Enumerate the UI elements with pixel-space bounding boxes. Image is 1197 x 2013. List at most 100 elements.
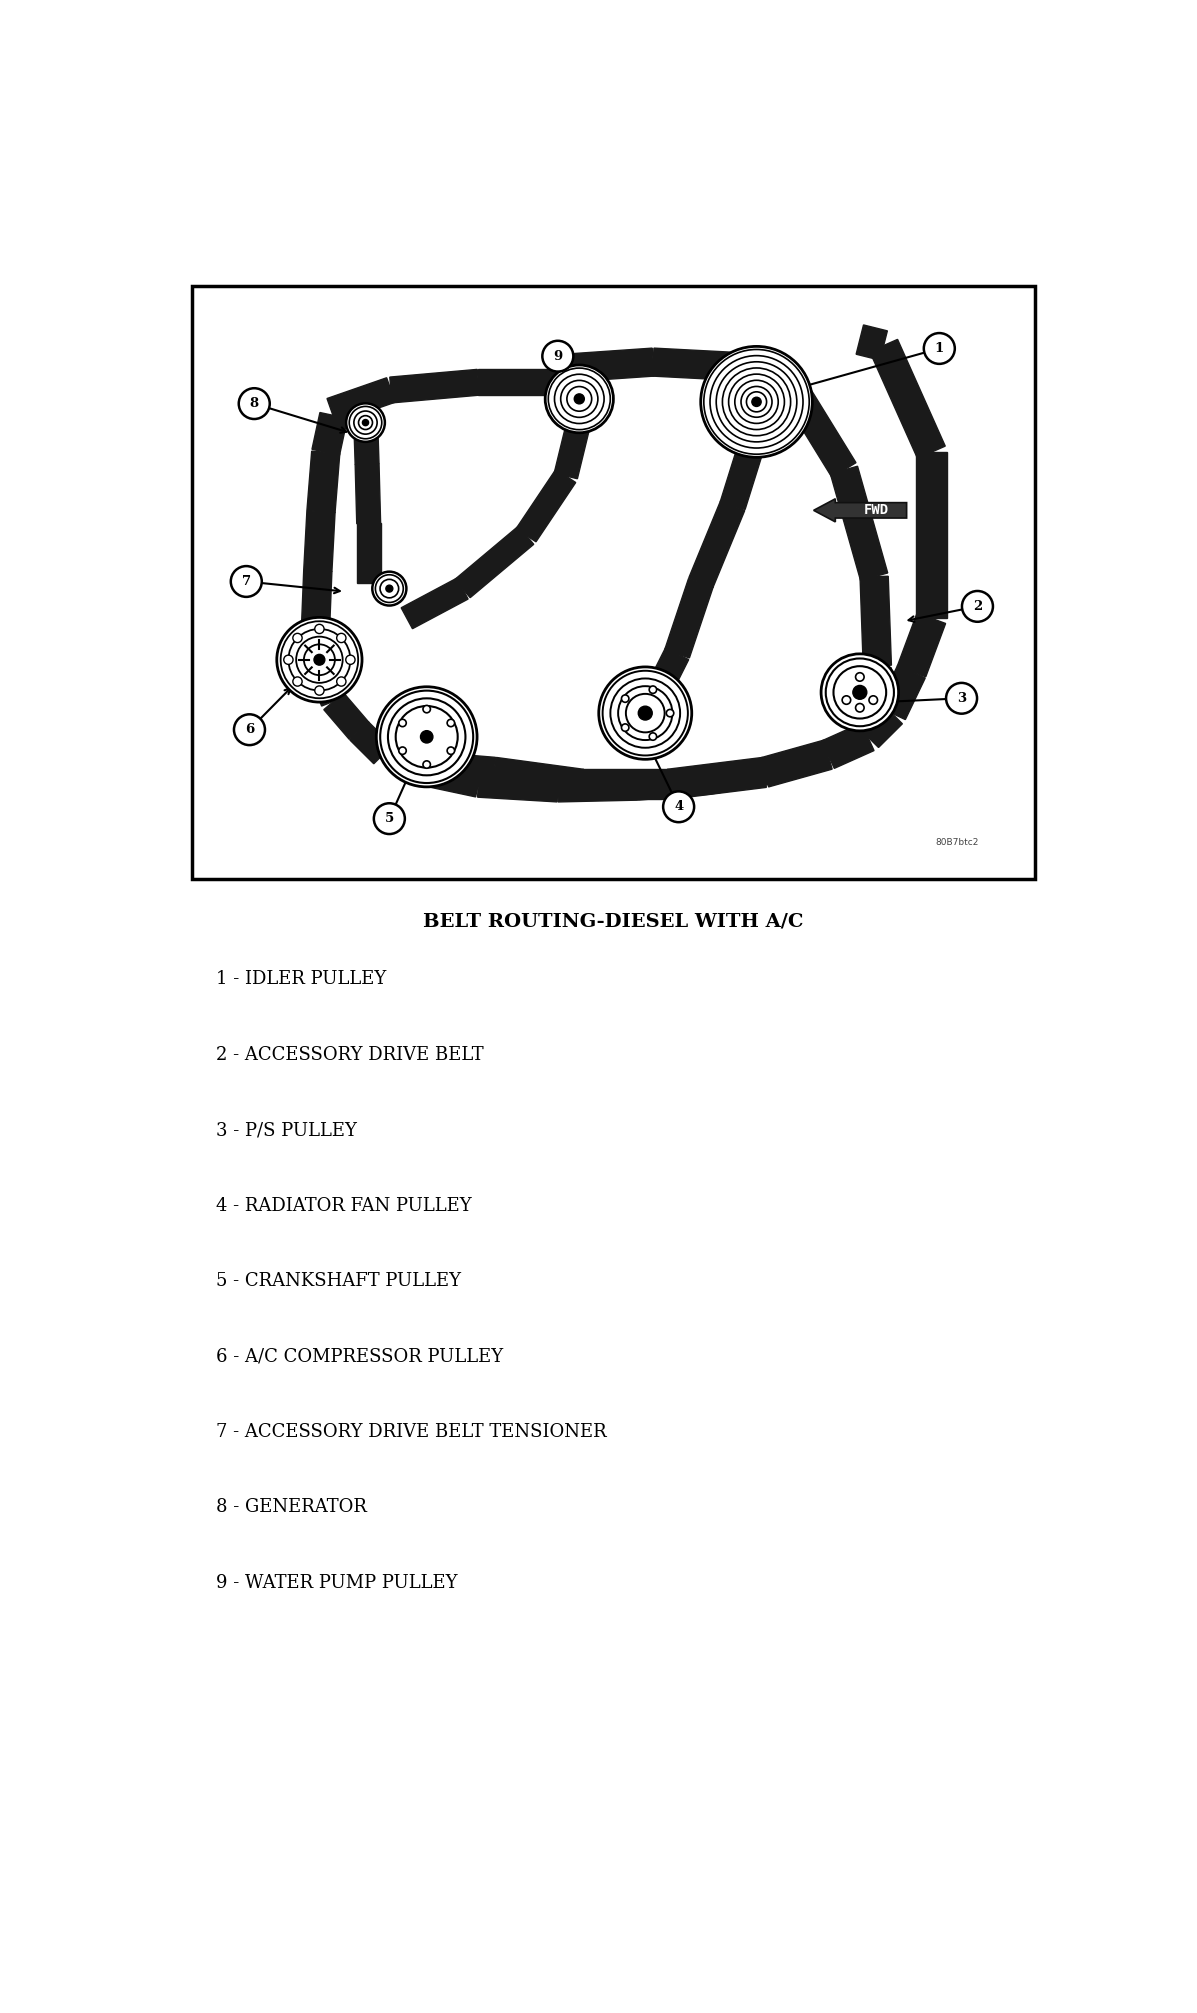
Polygon shape — [760, 741, 832, 787]
Circle shape — [843, 696, 851, 705]
Circle shape — [233, 715, 265, 745]
Polygon shape — [831, 467, 888, 580]
Text: 4: 4 — [674, 801, 683, 813]
Circle shape — [336, 634, 346, 642]
Polygon shape — [706, 757, 783, 793]
Polygon shape — [626, 694, 664, 733]
Text: 9 - WATER PUMP PULLEY: 9 - WATER PUMP PULLEY — [215, 1574, 457, 1592]
Polygon shape — [401, 578, 468, 628]
Circle shape — [399, 747, 406, 755]
Polygon shape — [664, 578, 713, 658]
Circle shape — [667, 709, 674, 717]
Circle shape — [852, 684, 867, 699]
Text: 9: 9 — [553, 350, 563, 362]
Polygon shape — [637, 769, 710, 799]
Text: 3: 3 — [956, 692, 966, 705]
Text: 8 - GENERATOR: 8 - GENERATOR — [215, 1498, 366, 1516]
Circle shape — [314, 654, 324, 664]
Polygon shape — [688, 501, 745, 588]
Text: 2: 2 — [973, 600, 982, 612]
Circle shape — [700, 346, 813, 457]
Polygon shape — [916, 453, 947, 618]
Polygon shape — [324, 692, 369, 739]
Circle shape — [946, 682, 977, 715]
Polygon shape — [302, 570, 332, 630]
Circle shape — [575, 395, 584, 405]
Circle shape — [399, 719, 406, 727]
Circle shape — [346, 403, 385, 441]
Polygon shape — [302, 630, 329, 688]
Polygon shape — [479, 368, 549, 395]
Text: 4 - RADIATOR FAN PULLEY: 4 - RADIATOR FAN PULLEY — [215, 1196, 472, 1214]
Circle shape — [621, 694, 628, 703]
Text: 7: 7 — [242, 576, 251, 588]
Circle shape — [385, 586, 393, 592]
Circle shape — [293, 634, 302, 642]
Circle shape — [856, 703, 864, 713]
Polygon shape — [304, 511, 335, 572]
Polygon shape — [554, 409, 594, 479]
Polygon shape — [822, 723, 874, 769]
Polygon shape — [420, 759, 481, 797]
Polygon shape — [783, 382, 856, 477]
Circle shape — [856, 672, 864, 680]
Circle shape — [448, 747, 455, 755]
Circle shape — [293, 676, 302, 686]
Circle shape — [363, 419, 369, 425]
Text: 3 - P/S PULLEY: 3 - P/S PULLEY — [215, 1121, 357, 1139]
Text: 5: 5 — [384, 811, 394, 825]
Text: 5 - CRANKSHAFT PULLEY: 5 - CRANKSHAFT PULLEY — [215, 1272, 461, 1290]
Polygon shape — [478, 771, 559, 801]
Circle shape — [924, 332, 955, 364]
Circle shape — [238, 389, 269, 419]
Polygon shape — [312, 413, 347, 455]
Text: 7 - ACCESSORY DRIVE BELT TENSIONER: 7 - ACCESSORY DRIVE BELT TENSIONER — [215, 1423, 606, 1441]
Polygon shape — [558, 775, 638, 801]
Circle shape — [277, 618, 361, 703]
Text: 2 - ACCESSORY DRIVE BELT: 2 - ACCESSORY DRIVE BELT — [215, 1045, 484, 1063]
Circle shape — [372, 572, 407, 606]
Text: 1: 1 — [935, 342, 944, 354]
Polygon shape — [877, 664, 925, 719]
Polygon shape — [327, 378, 395, 423]
Text: 8: 8 — [250, 397, 259, 411]
Polygon shape — [549, 348, 655, 382]
Circle shape — [649, 733, 657, 741]
Text: FWD: FWD — [864, 503, 889, 517]
Polygon shape — [350, 723, 393, 763]
Text: 1 - IDLER PULLEY: 1 - IDLER PULLEY — [215, 970, 385, 988]
Circle shape — [336, 676, 346, 686]
Circle shape — [346, 654, 356, 664]
Polygon shape — [455, 525, 534, 598]
Circle shape — [231, 566, 262, 598]
Polygon shape — [667, 757, 766, 799]
Circle shape — [448, 719, 455, 727]
FancyBboxPatch shape — [193, 286, 1034, 880]
Circle shape — [315, 686, 324, 694]
Polygon shape — [721, 413, 773, 509]
FancyArrow shape — [814, 499, 906, 521]
Polygon shape — [492, 757, 584, 799]
Circle shape — [663, 791, 694, 821]
Circle shape — [962, 592, 994, 622]
Circle shape — [649, 686, 657, 692]
Circle shape — [423, 761, 431, 769]
Circle shape — [542, 340, 573, 372]
Polygon shape — [356, 463, 381, 523]
Polygon shape — [652, 348, 734, 380]
Polygon shape — [357, 523, 381, 582]
Circle shape — [315, 624, 324, 634]
Polygon shape — [353, 415, 379, 465]
Circle shape — [373, 803, 405, 833]
Polygon shape — [898, 614, 946, 676]
Polygon shape — [857, 703, 903, 747]
Circle shape — [376, 686, 478, 787]
Circle shape — [752, 397, 761, 407]
Circle shape — [545, 364, 613, 433]
Circle shape — [621, 725, 628, 731]
Circle shape — [598, 666, 692, 759]
Polygon shape — [516, 469, 576, 541]
Polygon shape — [306, 451, 340, 513]
Circle shape — [821, 654, 899, 731]
Polygon shape — [390, 368, 480, 403]
